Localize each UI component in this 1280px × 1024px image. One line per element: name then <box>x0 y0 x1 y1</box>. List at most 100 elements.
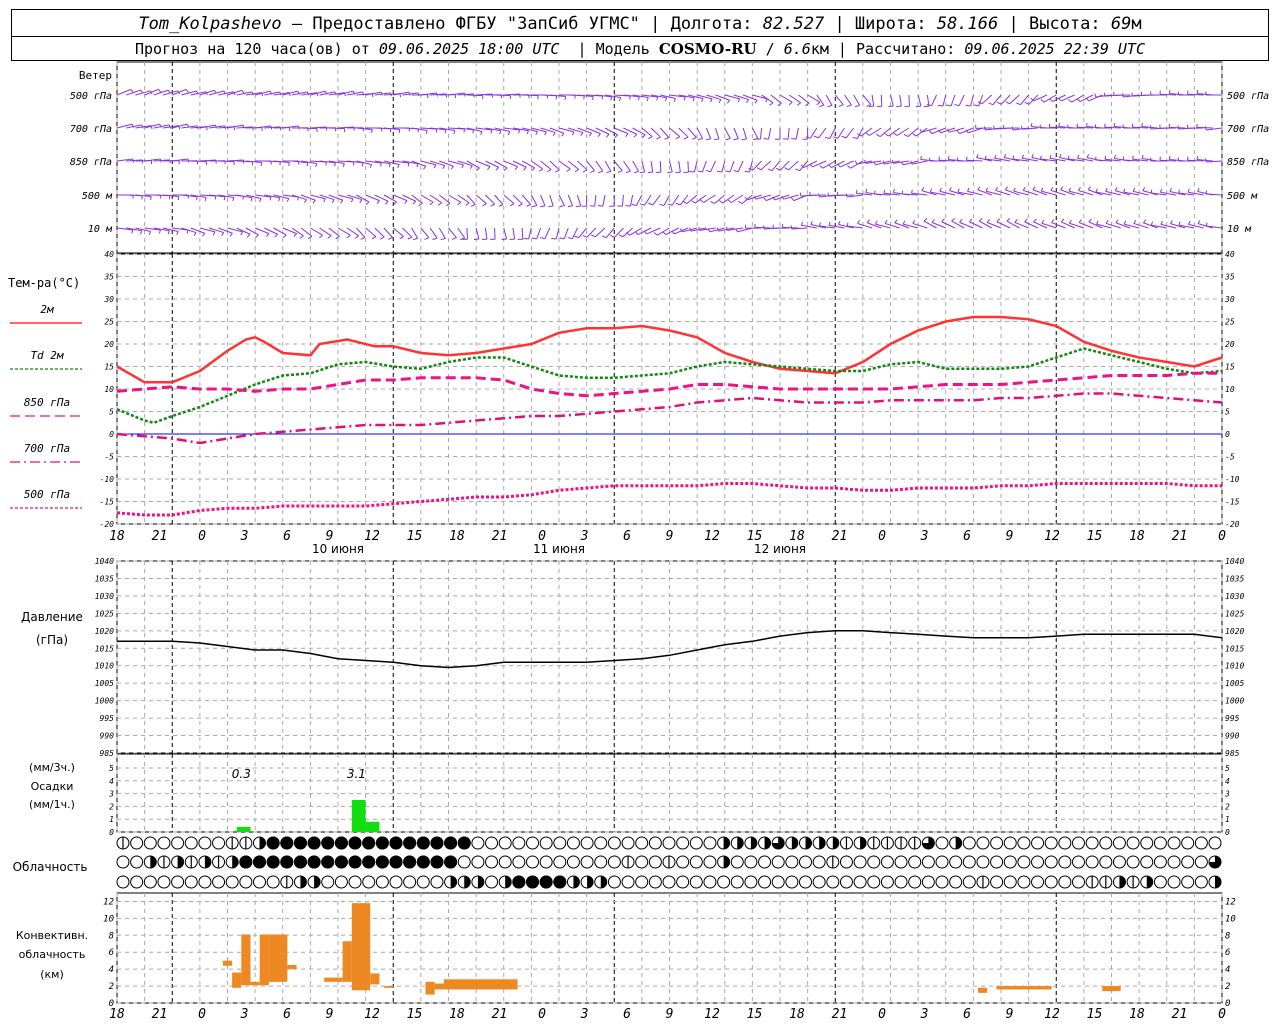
bottom-xtick: 0 <box>1218 1007 1226 1022</box>
wind-barb <box>1206 225 1223 229</box>
wind-barb <box>476 127 492 131</box>
alt-unit: м <box>1131 14 1142 34</box>
wind-barb-feather <box>559 205 565 208</box>
wind-barb <box>199 124 216 129</box>
cloud-symbol-fill <box>416 855 430 869</box>
wind-barb-feather <box>1014 219 1018 223</box>
wind-barb <box>759 127 763 140</box>
wind-barb <box>512 227 516 240</box>
cloud-symbol-fill <box>307 836 321 850</box>
wind-barb-feather <box>641 134 646 139</box>
wind-barb-feather <box>1033 218 1037 223</box>
wind-barb <box>1059 157 1075 162</box>
cloud-symbol-fill <box>293 855 307 869</box>
wind-barb-feather <box>631 203 637 207</box>
cloud-symbol <box>758 855 772 869</box>
calc-label: Рассчитано: <box>856 40 956 58</box>
wind-barb-feather <box>606 170 612 174</box>
cloud-symbol <box>212 836 226 850</box>
cloud-symbol-half <box>791 837 798 849</box>
cloud-symbol <box>553 836 567 850</box>
wind-barb-feather <box>319 234 323 239</box>
wind-barb-feather <box>1187 188 1190 193</box>
wind-barb-feather <box>407 162 410 167</box>
wind-barb-feather <box>1040 99 1045 103</box>
wind-barb <box>576 194 582 207</box>
cloud-symbol-fill <box>444 836 458 850</box>
wind-barb-feather <box>359 199 363 204</box>
wind-barb <box>291 160 308 164</box>
wind-barb <box>181 227 197 234</box>
wind-barb <box>319 91 336 96</box>
wind-barb-feather <box>818 193 820 198</box>
day-label: 11 июня <box>533 542 585 556</box>
cloud-symbol <box>648 875 662 889</box>
cloud-symbol-fill <box>334 836 348 850</box>
wind-barb <box>957 191 974 196</box>
wind-barb-feather <box>828 221 831 226</box>
wind-barb <box>567 194 574 206</box>
wind-barb-feather <box>796 102 802 106</box>
cloud-symbol <box>430 875 444 889</box>
convective-block <box>324 977 343 982</box>
wind-barb-feather <box>610 96 613 101</box>
wind-barb <box>791 227 808 230</box>
wind-barb-feather <box>503 167 508 172</box>
wind-barb <box>652 194 661 206</box>
wind-barb-feather <box>384 200 389 205</box>
wind-barb <box>1187 159 1204 162</box>
wind-barb-feather <box>1006 217 1011 222</box>
wind-barb-feather <box>625 170 631 174</box>
wind-barb-feather <box>470 204 476 207</box>
pressure-ytick-left: 985 <box>100 749 115 758</box>
cloud-symbol-fill <box>293 836 307 850</box>
wind-barb <box>902 193 919 196</box>
convective-block <box>1005 986 1052 990</box>
wind-barb-feather <box>646 97 649 102</box>
wind-barb-feather <box>371 129 373 134</box>
wind-barb <box>733 94 749 101</box>
wind-barb-feather <box>781 195 785 200</box>
wind-barb-feather <box>718 99 722 104</box>
wind-barb <box>568 127 583 134</box>
convective-block <box>370 973 380 985</box>
cloud-symbol-fill <box>362 855 376 869</box>
temp-ytick-right: -5 <box>1225 453 1235 462</box>
wind-barb-feather <box>977 101 983 105</box>
wind-barb <box>641 127 653 137</box>
cloud-symbol-half <box>1215 876 1221 888</box>
wind-barb-feather <box>514 166 518 170</box>
wind-barb-feather <box>799 192 802 197</box>
convective-ytick-left: 8 <box>109 931 114 941</box>
wind-barb <box>884 222 900 229</box>
wind-barb-feather <box>1049 154 1052 159</box>
wind-barb <box>1028 94 1039 105</box>
wind-barb-feather <box>241 89 245 94</box>
wind-barb <box>466 160 480 169</box>
wind-barb-feather <box>957 188 960 193</box>
wind-barb-feather <box>727 199 732 203</box>
wind-barb <box>742 127 747 140</box>
cloud-symbol <box>498 836 512 850</box>
temp-ytick-left: 40 <box>104 250 114 259</box>
wind-barb-feather <box>683 96 686 101</box>
wind-barb <box>779 160 790 171</box>
wind-barb-feather <box>567 237 573 240</box>
bottom-xtick: 6 <box>623 1007 631 1022</box>
wind-barb <box>374 160 391 165</box>
wind-barb <box>466 127 483 132</box>
cloud-symbol-fill <box>430 836 444 850</box>
wind-barb-feather <box>404 200 408 204</box>
bottom-xtick: 3 <box>920 1007 929 1022</box>
cloud-symbol <box>853 855 867 869</box>
temp-ytick-right: 10 <box>1225 385 1235 394</box>
wind-barb <box>503 127 520 131</box>
wind-barb-feather <box>977 186 981 191</box>
cloud-symbol <box>457 855 471 869</box>
wind-barb <box>604 127 618 136</box>
wind-barb <box>430 127 446 131</box>
wind-barb <box>1033 94 1048 102</box>
cloud-symbol <box>635 855 649 869</box>
wind-barb <box>457 93 474 96</box>
cloud-symbol <box>143 875 157 889</box>
